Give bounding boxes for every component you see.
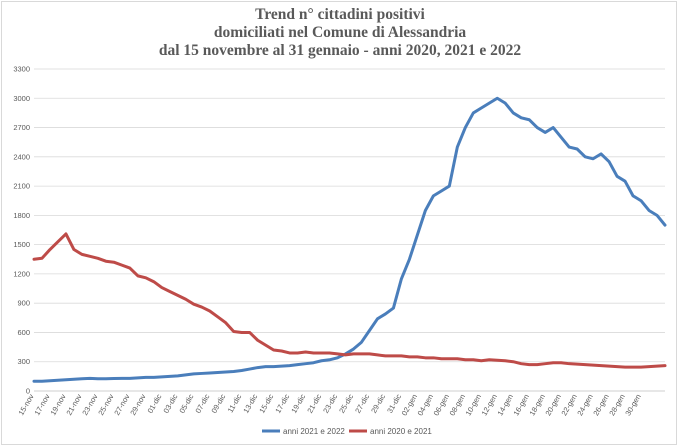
x-tick-label: 17-dic [273, 392, 291, 414]
y-tick-label: 1800 [13, 211, 30, 220]
y-tick-label: 2400 [13, 152, 30, 161]
gridlines [34, 68, 665, 392]
x-tick-label: 13-dic [241, 392, 259, 414]
legend: anni 2021 e 2022 anni 2020 e 2021 [262, 427, 432, 436]
x-tick-label: 09-dic [209, 392, 227, 414]
chart-title: Trend n° cittadini positivi domiciliati … [0, 6, 680, 60]
x-tick-label: 07-dic [193, 392, 211, 414]
x-tick-label: 27-dic [353, 392, 371, 414]
x-tick-label: 29-dic [369, 392, 387, 414]
y-tick-label: 1200 [13, 269, 30, 278]
y-tick-label: 900 [17, 299, 30, 308]
x-tick-label: 19-dic [289, 392, 307, 414]
x-tick-label: 15-dic [257, 392, 275, 414]
x-tick-label: 01-dic [146, 392, 164, 414]
x-tick-label: 05-dic [177, 392, 195, 414]
x-tick-label: 21-dic [305, 392, 323, 414]
y-axis-ticks: 0 300 600 900 1200 1500 1800 2100 2400 2700 3000 33… [13, 65, 30, 396]
y-tick-label: 3300 [13, 65, 30, 74]
x-tick-label: 23-dic [321, 392, 339, 414]
x-tick-label: 30-gen [623, 393, 642, 418]
y-tick-label: 600 [17, 328, 30, 337]
chart-title-line-2: domiciliati nel Comune di Alessandria [213, 24, 467, 41]
legend-label-0: anni 2021 e 2022 [283, 427, 345, 436]
series-line-0 [32, 96, 667, 383]
series-lines [32, 96, 667, 383]
chart-title-line-3: dal 15 novembre al 31 gennaio - anni 202… [158, 42, 522, 59]
y-tick-label: 2100 [13, 182, 30, 191]
legend-label-1: anni 2020 e 2021 [370, 427, 432, 436]
x-tick-label: 03-dic [161, 392, 179, 414]
y-tick-label: 1500 [13, 240, 30, 249]
chart-title-line-1: Trend n° cittadini positivi [255, 6, 425, 23]
y-tick-label: 3000 [13, 94, 30, 103]
y-tick-label: 300 [17, 357, 30, 366]
series-line-1 [32, 232, 667, 369]
x-axis-ticks: 15-nov17-nov19-nov21-nov23-nov25-nov27-n… [16, 392, 642, 417]
x-tick-label: 29-nov [128, 392, 147, 417]
y-tick-label: 0 [26, 387, 30, 396]
y-tick-label: 2700 [13, 123, 30, 132]
x-tick-label: 25-dic [337, 392, 355, 414]
